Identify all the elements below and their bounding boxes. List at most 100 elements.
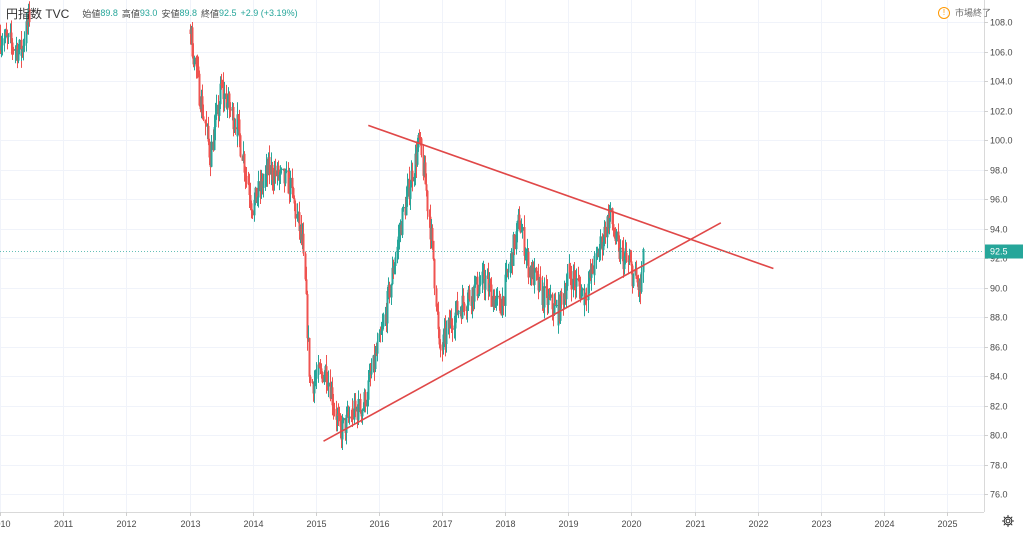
candle-body — [494, 299, 497, 308]
time-tick-label: 2019 — [558, 519, 578, 529]
time-tick-label: 2018 — [495, 519, 515, 529]
candle-body — [549, 294, 552, 298]
candle-body — [264, 173, 267, 182]
candle-body — [327, 382, 330, 387]
price-tick-label: 90.0 — [990, 284, 1008, 294]
candle-body — [7, 34, 10, 38]
candle-body — [280, 168, 283, 170]
candle-body — [345, 414, 348, 434]
candle-body — [515, 231, 518, 250]
last-price-label: 92.5 — [990, 247, 1008, 257]
candle-body — [483, 269, 486, 284]
candle-body — [277, 165, 280, 179]
candle-body — [359, 398, 362, 413]
candle-body — [484, 278, 487, 290]
candle-body — [479, 283, 482, 285]
candle-body — [481, 271, 484, 284]
candle-body — [439, 344, 442, 350]
candle-body — [401, 208, 404, 235]
candle-body — [208, 141, 211, 158]
time-tick-label: 2011 — [54, 519, 73, 529]
candle-body — [226, 102, 229, 108]
price-tick-label: 100.0 — [990, 136, 1013, 146]
candle-body — [309, 376, 312, 383]
candle-body — [547, 295, 550, 305]
candle-body — [195, 57, 198, 67]
candle-body — [432, 240, 435, 260]
candle-body — [553, 303, 556, 315]
candle-body — [545, 286, 548, 289]
candle-body — [463, 303, 466, 311]
candle-body — [201, 96, 204, 117]
close-label: 終値 — [200, 8, 219, 19]
low-value: 89.8 — [179, 8, 197, 18]
candle-body — [468, 289, 471, 300]
candle-body — [1, 43, 4, 46]
candle-body — [424, 162, 427, 185]
candle-body — [533, 267, 536, 285]
candle-body — [302, 233, 305, 254]
candle-body — [244, 172, 247, 176]
candle-body — [362, 408, 365, 410]
candle-body — [608, 212, 611, 214]
candle-body — [457, 311, 460, 315]
candle-body — [348, 416, 351, 418]
candle-body — [623, 256, 626, 270]
candle-body — [323, 374, 326, 383]
candle-body — [256, 197, 259, 203]
candle-body — [364, 392, 367, 407]
candle-body — [518, 214, 521, 230]
candle-body — [292, 188, 295, 199]
candle-body — [402, 207, 405, 209]
candle-body — [3, 38, 6, 44]
high-label: 高値 — [121, 8, 140, 19]
price-tick-label: 86.0 — [990, 343, 1008, 353]
candle-body — [347, 411, 350, 418]
candle-body — [581, 288, 584, 291]
candle-body — [296, 214, 299, 219]
candle-body — [435, 288, 438, 307]
candle-body — [228, 93, 231, 110]
candle-body — [411, 170, 414, 182]
candle-body — [304, 253, 307, 280]
market-status[interactable]: ! 市場終了 — [937, 6, 991, 19]
candle-body — [306, 294, 309, 339]
candle-body — [271, 165, 274, 181]
time-tick-label: 2025 — [937, 519, 957, 529]
candle-body — [608, 212, 611, 229]
candle-body — [604, 226, 607, 238]
candle-body — [354, 400, 357, 409]
candle-body — [565, 286, 568, 300]
candle-body — [388, 284, 391, 298]
candle-body — [298, 212, 301, 231]
candle-body — [580, 290, 583, 299]
candle-body — [386, 290, 389, 324]
candle-body — [368, 372, 371, 381]
candle-body — [466, 305, 469, 311]
candle-body — [496, 295, 499, 297]
candle-body — [559, 292, 562, 321]
candle-body — [342, 418, 345, 421]
time-tick-label: 2024 — [874, 519, 894, 529]
candle-body — [450, 318, 453, 326]
candle-body — [293, 198, 296, 204]
candle-body — [314, 378, 317, 382]
candle-body — [539, 277, 542, 283]
candle-body — [635, 268, 638, 279]
candle-body — [642, 248, 645, 273]
gear-icon[interactable] — [1001, 514, 1015, 528]
time-tick-label: 2015 — [306, 519, 326, 529]
candle-body — [204, 119, 207, 124]
candle-body — [268, 157, 271, 175]
candle-body — [332, 405, 335, 409]
market-status-label: 市場終了 — [954, 8, 991, 18]
candle-body — [555, 305, 558, 307]
candle-body — [588, 272, 591, 284]
candle-body — [599, 236, 602, 249]
candle-body — [504, 274, 507, 306]
candle-body — [613, 230, 616, 238]
candle-body — [249, 195, 252, 204]
candle-body — [284, 170, 287, 184]
candle-body — [445, 328, 448, 345]
